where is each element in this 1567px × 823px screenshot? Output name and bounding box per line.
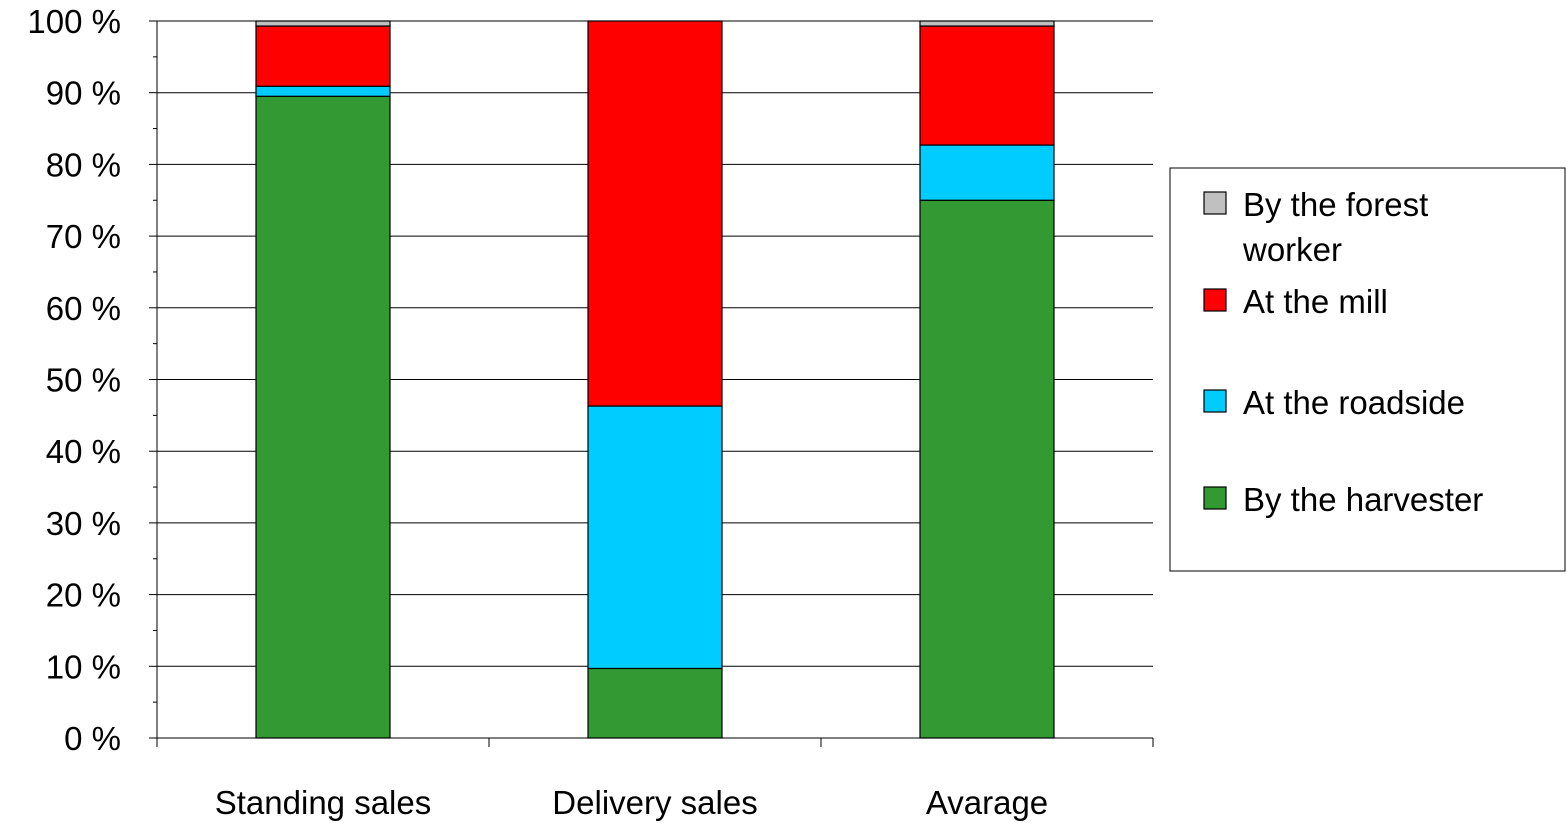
legend-label: By the harvester <box>1243 481 1483 518</box>
x-category-label: Standing sales <box>215 784 431 821</box>
y-tick-label: 0 % <box>64 720 121 757</box>
legend-swatch <box>1203 486 1227 510</box>
y-tick-label: 30 % <box>46 505 121 542</box>
bar-segment <box>587 20 723 407</box>
bar-segment <box>255 95 391 739</box>
legend-swatch <box>1203 191 1227 215</box>
y-axis: 0 % 10 % 20 % 30 % 40 % 50 % 60 % 70 % 80 % 90 % 1… <box>27 3 158 757</box>
y-tick-label: 70 % <box>46 218 121 255</box>
legend-label: worker <box>1242 231 1342 268</box>
bars <box>255 20 1055 739</box>
bar-segment <box>255 25 391 87</box>
y-tick-label: 80 % <box>46 146 121 183</box>
y-tick-label: 60 % <box>46 290 121 327</box>
bar-segment <box>587 667 723 739</box>
bar-segment <box>919 144 1055 201</box>
y-tick-label: 90 % <box>46 75 121 112</box>
x-axis: Standing sales Delivery sales Avarage <box>156 737 1154 821</box>
legend-label: By the forest <box>1243 186 1428 223</box>
legend-label: At the roadside <box>1243 384 1465 421</box>
y-tick-label: 10 % <box>46 648 121 685</box>
bar-segment <box>919 25 1055 146</box>
bar-segment <box>919 20 1055 27</box>
legend: By the forest worker At the mill At the roa… <box>1169 167 1566 572</box>
y-tick-label: 100 % <box>27 3 121 40</box>
x-category-label: Delivery sales <box>552 784 757 821</box>
bar-segment <box>255 20 391 27</box>
legend-box <box>1169 167 1566 572</box>
bar-segment <box>587 405 723 670</box>
legend-swatch <box>1203 389 1227 413</box>
x-category-label: Avarage <box>926 784 1048 821</box>
y-tick-label: 20 % <box>46 577 121 614</box>
bar-segment <box>255 85 391 97</box>
y-tick-label: 50 % <box>46 362 121 399</box>
y-tick-label: 40 % <box>46 433 121 470</box>
bar-segment <box>919 199 1055 739</box>
legend-label: At the mill <box>1243 283 1388 320</box>
legend-swatch <box>1203 288 1227 312</box>
